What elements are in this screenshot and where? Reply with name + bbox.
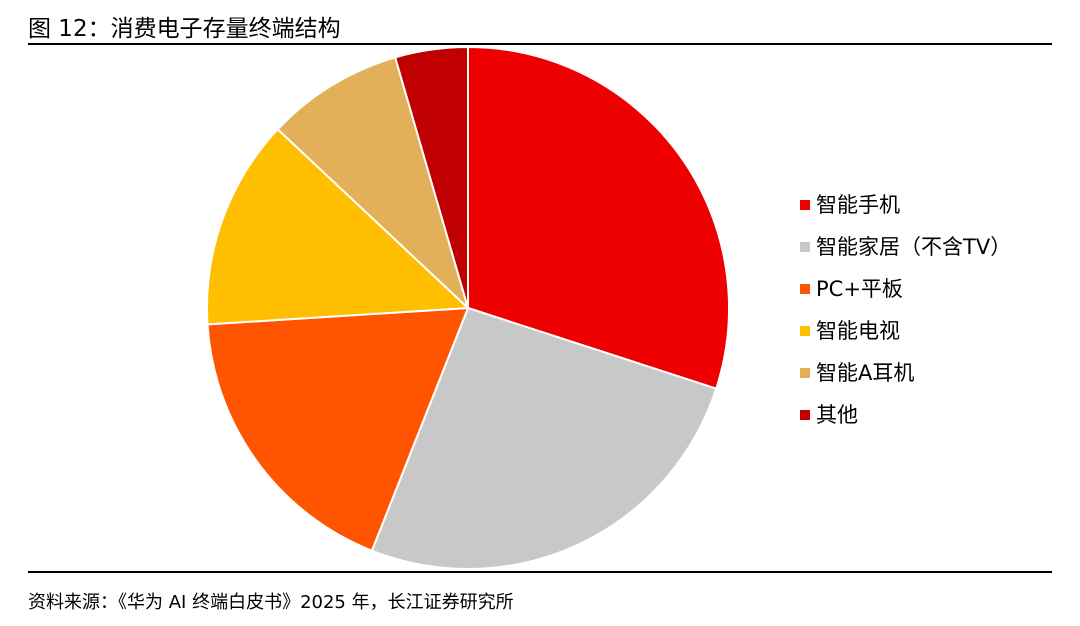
legend-label: PC+平板	[816, 277, 903, 301]
legend-label: 其他	[816, 403, 858, 427]
figure-title: 图 12：消费电子存量终端结构	[28, 16, 341, 42]
pie-slice-1	[467, 46, 730, 390]
pie-slice-2	[370, 307, 718, 570]
legend-label: 智能手机	[816, 193, 900, 217]
legend-item-1: 智能手机	[800, 184, 1011, 226]
title-divider	[28, 43, 1052, 45]
pie-slice-3	[206, 307, 469, 552]
legend-swatch	[800, 326, 810, 336]
source-note: 资料来源：《华为 AI 终端白皮书》2025 年，长江证券研究所	[28, 592, 514, 613]
legend-label: 智能家居（不含TV）	[816, 235, 1012, 259]
legend-label: 智能A耳机	[816, 361, 915, 385]
legend-swatch	[800, 242, 810, 252]
legend-label: 智能电视	[816, 319, 900, 343]
legend-swatch	[800, 368, 810, 378]
pie-slices	[206, 46, 730, 570]
legend-swatch	[800, 284, 810, 294]
legend-item-3: PC+平板	[800, 268, 1011, 310]
chart-legend: 智能手机智能家居（不含TV） PC+平板智能电视智能A耳机其他	[800, 184, 1011, 436]
legend-swatch	[800, 410, 810, 420]
legend-item-4: 智能电视	[800, 310, 1011, 352]
legend-item-6: 其他	[800, 394, 1011, 436]
pie-slice-5	[276, 56, 469, 309]
source-divider	[28, 571, 1052, 573]
legend-swatch	[800, 200, 810, 210]
pie-slice-6	[394, 46, 469, 309]
legend-item-5: 智能A耳机	[800, 352, 1011, 394]
pie-slice-4	[206, 128, 469, 326]
legend-item-2: 智能家居（不含TV）	[800, 226, 1011, 268]
